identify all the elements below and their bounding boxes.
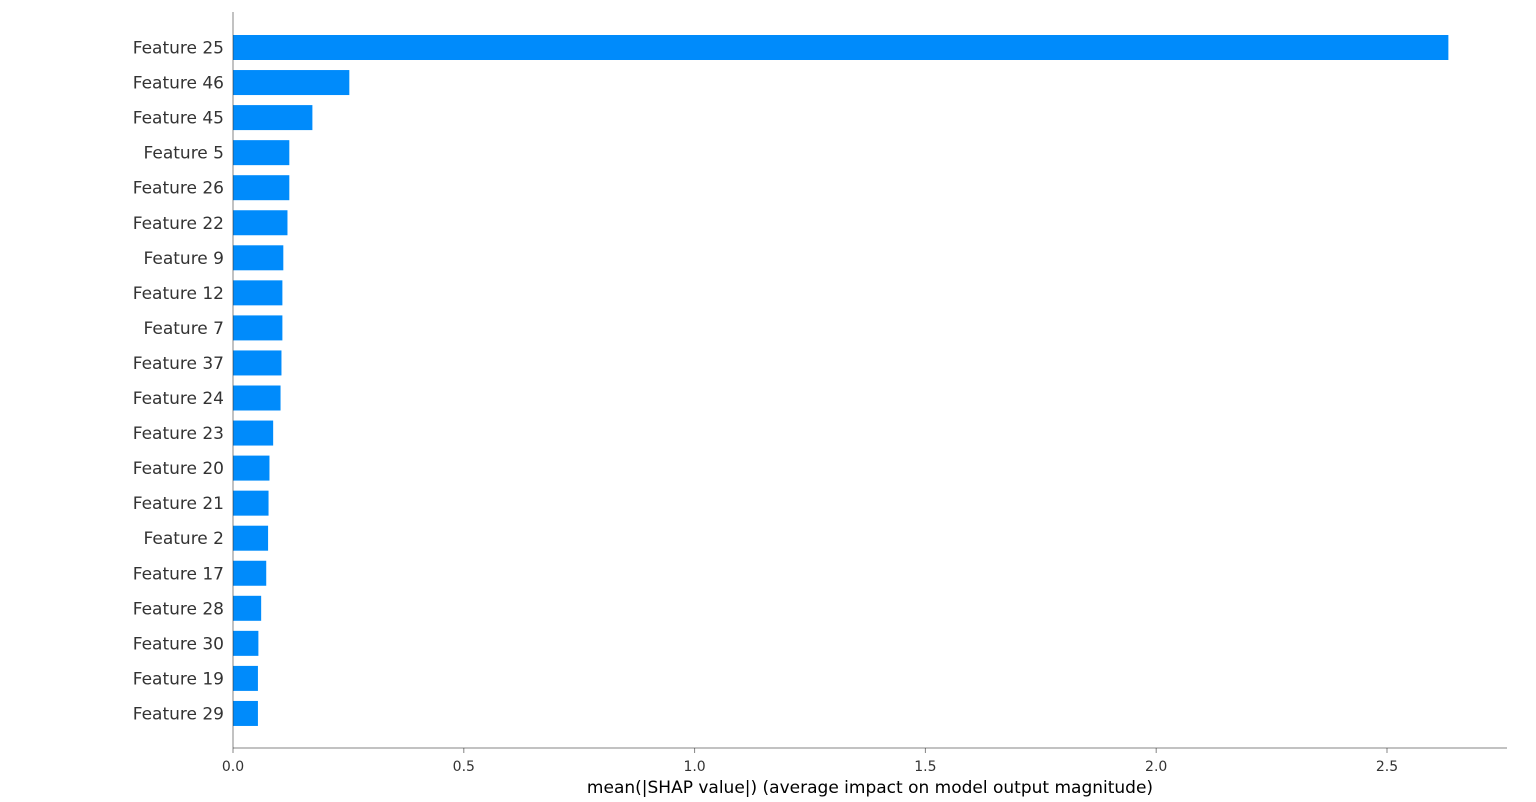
bar-feature-30 [233,630,259,656]
category-label: Feature 46 [133,74,224,94]
x-tick-label: 0.5 [453,759,475,775]
x-tick-label: 1.5 [914,759,936,775]
x-axis-ticks: 0.0 0.5 1.0 1.5 2.0 2.5 [222,748,1398,775]
x-axis-title: mean(|SHAP value|) (average impact on mo… [587,778,1153,798]
category-label: Feature 26 [133,179,224,199]
category-label: Feature 12 [133,284,224,304]
bar-feature-26 [233,175,290,201]
category-label: Feature 29 [133,704,224,724]
bar-feature-17 [233,560,267,586]
bar-feature-45 [233,105,313,131]
bar-feature-19 [233,665,258,691]
category-label: Feature 19 [133,669,224,689]
category-label: Feature 37 [133,354,224,374]
bar-feature-21 [233,490,269,516]
bar-feature-25 [233,35,1449,60]
category-label: Feature 45 [133,109,224,129]
category-label: Feature 28 [133,599,224,619]
category-label: Feature 30 [133,634,224,654]
bar-feature-20 [233,455,270,481]
category-label: Feature 24 [133,389,224,409]
bar-feature-24 [233,385,281,411]
bar-feature-5 [233,140,290,166]
category-label: Feature 25 [133,39,224,59]
category-label: Feature 22 [133,214,224,234]
x-tick-label: 2.0 [1145,759,1167,775]
bar-feature-29 [233,700,258,726]
category-label: Feature 20 [133,459,224,479]
x-tick-label: 0.0 [222,759,244,775]
category-label: Feature 23 [133,424,224,444]
category-label: Feature 17 [133,564,224,584]
category-label: Feature 7 [144,319,224,339]
bar-feature-28 [233,595,262,621]
bar-feature-9 [233,245,284,271]
bar-feature-7 [233,315,283,341]
bar-feature-37 [233,350,282,376]
bar-feature-46 [233,70,350,96]
category-label: Feature 2 [144,529,224,549]
category-label: Feature 9 [144,249,224,269]
category-label: Feature 5 [144,144,224,164]
bar-feature-2 [233,525,269,551]
x-tick-label: 2.5 [1376,759,1398,775]
category-labels: Feature 25 Feature 46 Feature 45 Feature 5 F… [133,39,224,725]
bars-layer [233,35,1449,726]
x-tick-label: 1.0 [683,759,705,775]
bar-feature-22 [233,210,288,236]
category-label: Feature 21 [133,494,224,514]
bar-feature-12 [233,280,283,306]
bar-feature-23 [233,420,274,446]
